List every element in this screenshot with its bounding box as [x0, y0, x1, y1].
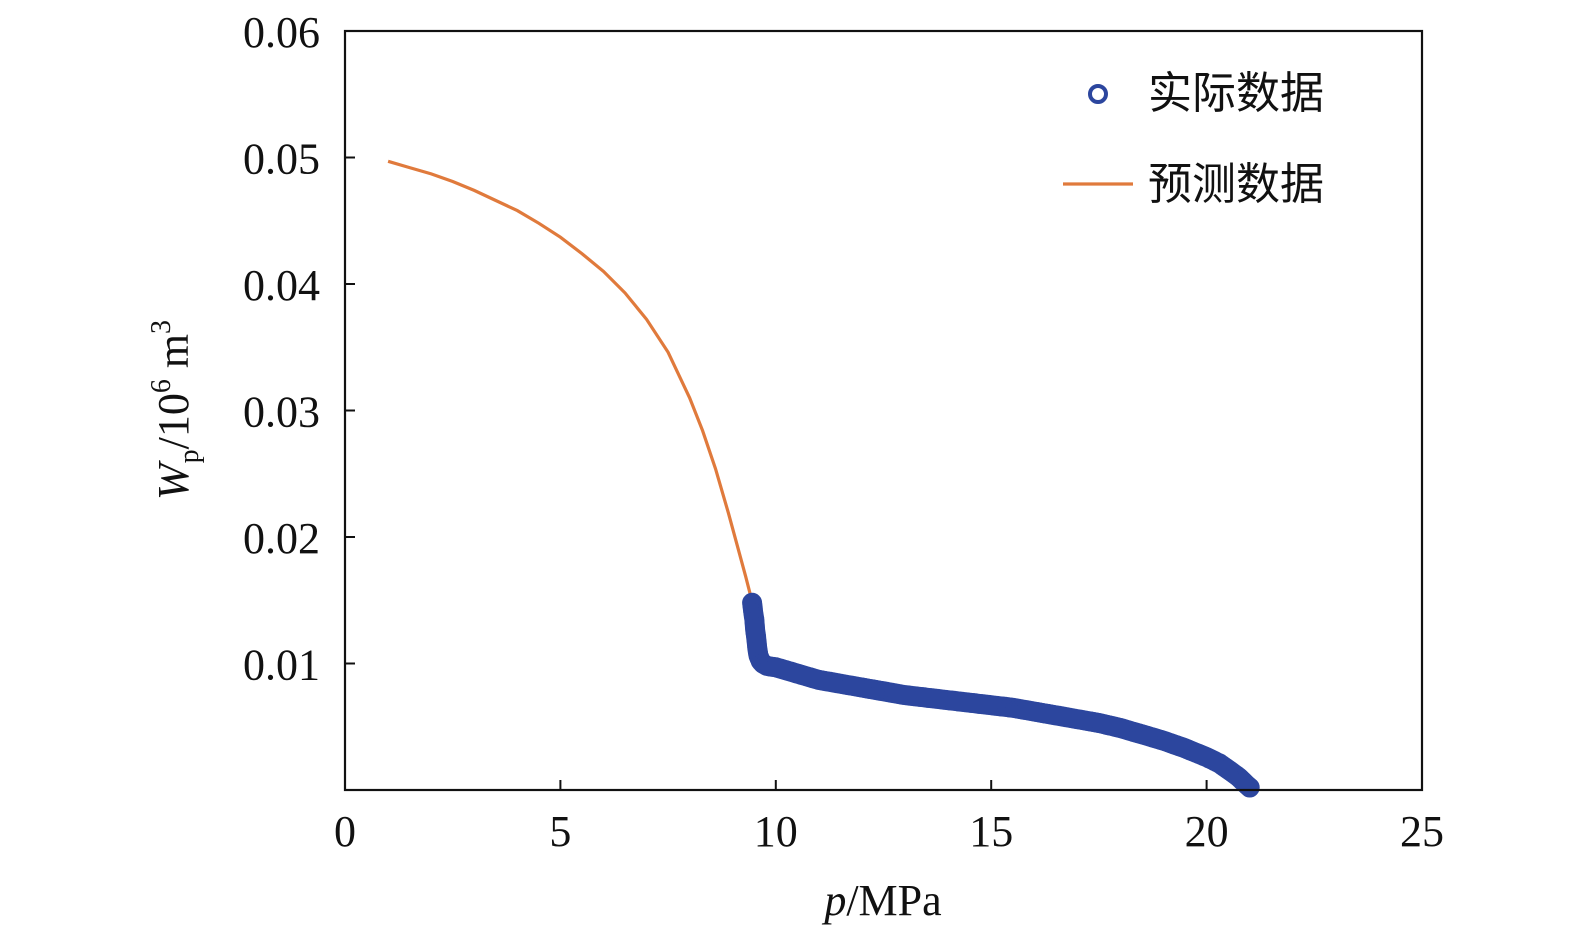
series-line-predicted [387, 159, 754, 602]
y-tick-label: 0.05 [243, 135, 320, 184]
x-tick-label: 25 [1400, 807, 1444, 856]
ticks-layer [345, 156, 1208, 790]
y-axis-title: Wp/106 m3 [146, 320, 205, 500]
x-axis-title: p/MPa [821, 876, 941, 925]
x-tick-label: 5 [549, 807, 571, 856]
series-layer [387, 159, 1260, 798]
x-tick-label: 20 [1185, 807, 1229, 856]
y-axis-unit: /10 [149, 393, 198, 449]
x-axis-var: p [821, 876, 846, 925]
y-axis-unit2: m [149, 334, 198, 379]
legend: 实际数据 预测数据 [1063, 68, 1324, 210]
legend-label-actual: 实际数据 [1148, 68, 1324, 119]
y-tick-label: 0.01 [243, 641, 320, 690]
y-tick-label: 0.03 [243, 388, 320, 437]
y-axis-sub: p [174, 449, 205, 463]
plot-frame [343, 29, 1424, 792]
y-axis-var: W [149, 460, 198, 500]
x-tick-label: 15 [969, 807, 1013, 856]
legend-label-predicted: 预测数据 [1148, 159, 1324, 210]
data-point-actual [1239, 777, 1260, 798]
y-axis-exp1: 6 [146, 379, 177, 393]
y-axis-exp2: 3 [146, 320, 177, 334]
x-tick-label: 10 [754, 807, 798, 856]
y-tick-label: 0.04 [243, 261, 320, 310]
legend-marker-actual [1088, 84, 1108, 104]
y-tick-label: 0.06 [243, 8, 320, 57]
labels-layer: 0 5 10 15 20 25 0.01 0.02 0.03 0.04 0.05 0.06 [243, 8, 1444, 856]
y-tick-label: 0.02 [243, 514, 320, 563]
x-tick-label: 0 [334, 807, 356, 856]
x-axis-unit: /MPa [846, 876, 941, 925]
